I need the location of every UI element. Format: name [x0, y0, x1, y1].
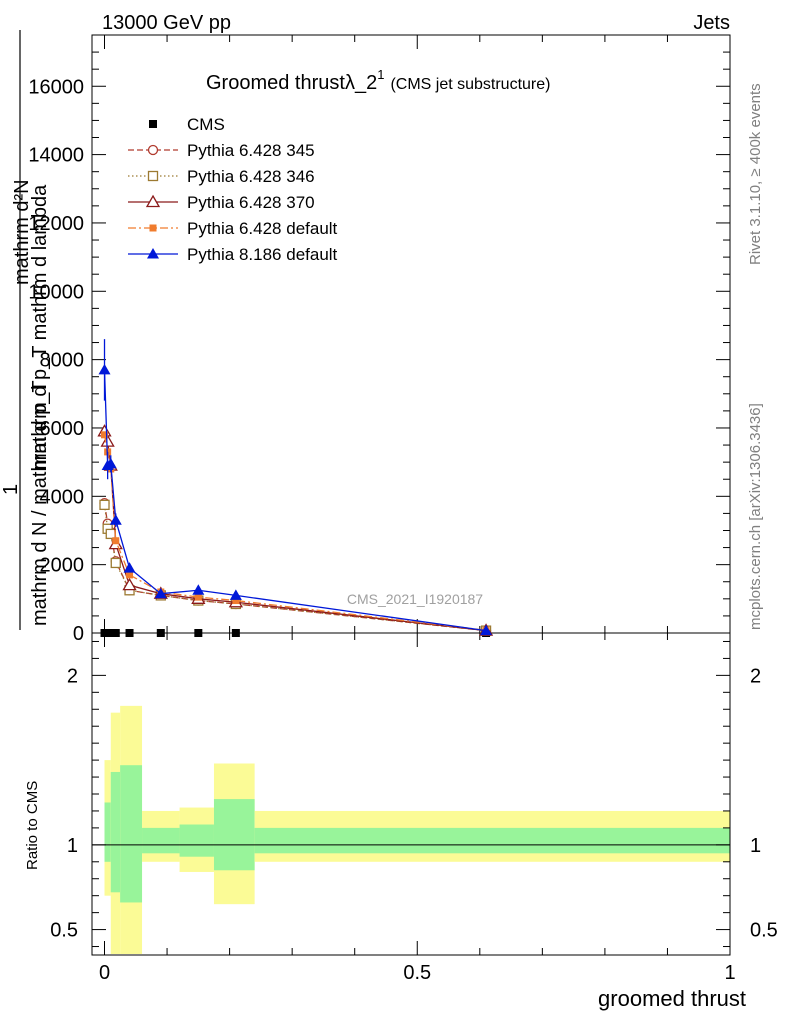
ratio-tick-label: 2	[67, 665, 78, 687]
ratio-band-green	[104, 802, 111, 862]
axis-ticks: 0 2000 4000 6000 8000 10000 12000 14000 16000 0 0.…	[28, 35, 778, 984]
data-point	[112, 537, 120, 545]
ratio-tick-label-right: 0.5	[750, 920, 778, 942]
y-axis-label-numerator: mathrm d²N	[11, 179, 33, 285]
legend-marker	[147, 144, 159, 156]
chart-title-superscript: 1	[377, 67, 384, 82]
series-line	[103, 504, 487, 632]
rivet-version-label: Rivet 3.1.10, ≥ 400k events	[747, 83, 764, 265]
y-tick-label: 10000	[28, 281, 84, 303]
legend: CMS Pythia 6.428 345 Pythia 6.428 346 Pythi…	[128, 115, 338, 264]
data-point-cms	[231, 629, 240, 637]
ratio-band-green	[110, 771, 121, 893]
ratio-band-green	[142, 827, 180, 854]
data-point	[229, 589, 242, 600]
legend-label: CMS	[187, 115, 225, 134]
legend-marker	[145, 194, 161, 208]
x-tick-label: 1	[724, 962, 735, 984]
legend-label: Pythia 6.428 345	[187, 141, 315, 160]
x-tick-label: 0	[99, 962, 110, 984]
series-2	[99, 499, 492, 636]
data-point	[194, 593, 202, 601]
analysis-watermark: CMS_2021_I1920187	[347, 591, 483, 607]
legend-label: Pythia 6.428 346	[187, 167, 315, 186]
ratio-band-green	[213, 799, 255, 871]
data-point	[122, 577, 137, 591]
y-tick-label: 8000	[40, 350, 85, 372]
ratio-tick-label: 0.5	[50, 920, 78, 942]
data-point	[99, 499, 110, 511]
process-label: Jets	[693, 12, 730, 34]
data-point-cms	[111, 629, 120, 637]
legend-marker	[147, 170, 159, 182]
ratio-tick-label: 1	[67, 835, 78, 857]
data-point	[480, 624, 493, 636]
data-point	[123, 562, 136, 573]
y-axis-label-denominator: mathrm d N / mathrm d p_T	[29, 380, 51, 626]
ratio-band-green	[254, 827, 731, 854]
legend-marker	[147, 248, 159, 259]
x-axis-label: groomed thrust	[598, 986, 746, 1011]
data-point-cms	[194, 629, 203, 637]
series-layer	[97, 339, 494, 637]
legend-label: Pythia 6.428 default	[187, 219, 338, 238]
series-line	[103, 503, 487, 632]
ratio-band-green	[120, 765, 143, 903]
y-tick-label: 14000	[28, 145, 84, 167]
ratio-y-axis-label: Ratio to CMS	[24, 781, 41, 870]
y-tick-label: 12000	[28, 213, 84, 235]
data-point	[98, 363, 111, 375]
legend-label: Pythia 6.428 370	[187, 193, 315, 212]
x-tick-label: 0.5	[403, 962, 431, 984]
chart-title-extra: (CMS jet substructure)	[390, 76, 550, 93]
data-point	[109, 514, 122, 525]
data-point-cms	[106, 629, 115, 637]
data-point	[104, 457, 117, 469]
y-tick-label: 16000	[28, 76, 84, 98]
chart-title-main: Groomed thrustλ_2	[206, 72, 377, 94]
legend-label: Pythia 8.186 default	[187, 245, 338, 264]
ratio-tick-label-right: 2	[750, 665, 761, 687]
y-tick-label: 4000	[40, 486, 85, 508]
y-tick-label: 6000	[40, 418, 85, 440]
data-point	[110, 557, 121, 569]
y-tick-label: 0	[73, 623, 84, 645]
energy-label: 13000 GeV pp	[102, 12, 231, 34]
data-point	[232, 597, 240, 605]
data-point	[192, 584, 205, 595]
series-line	[103, 434, 487, 631]
data-point	[105, 528, 116, 540]
mcplots-source-label: mcplots.cern.ch [arXiv:1306.3436]	[747, 403, 764, 630]
ratio-band-green	[179, 824, 214, 857]
series-5	[98, 339, 493, 636]
data-point	[101, 431, 109, 439]
y-axis-label-fraction-one: 1	[0, 484, 22, 495]
ratio-plot-frame	[91, 632, 731, 956]
ratio-bands	[92, 705, 731, 954]
data-point-cms	[125, 629, 134, 637]
y-tick-label: 2000	[40, 555, 85, 577]
series-1	[99, 497, 492, 636]
ratio-tick-label-right: 1	[750, 835, 761, 857]
legend-marker	[149, 224, 157, 232]
y-axis-label-numerator-2: mathrm d p_T mathrm d lambda	[29, 184, 51, 470]
legend-marker	[149, 120, 157, 128]
data-point	[154, 587, 167, 599]
data-point-cms	[156, 629, 165, 637]
data-point	[126, 571, 134, 579]
chart-title: Groomed thrustλ_21 (CMS jet substructure)	[206, 67, 550, 94]
